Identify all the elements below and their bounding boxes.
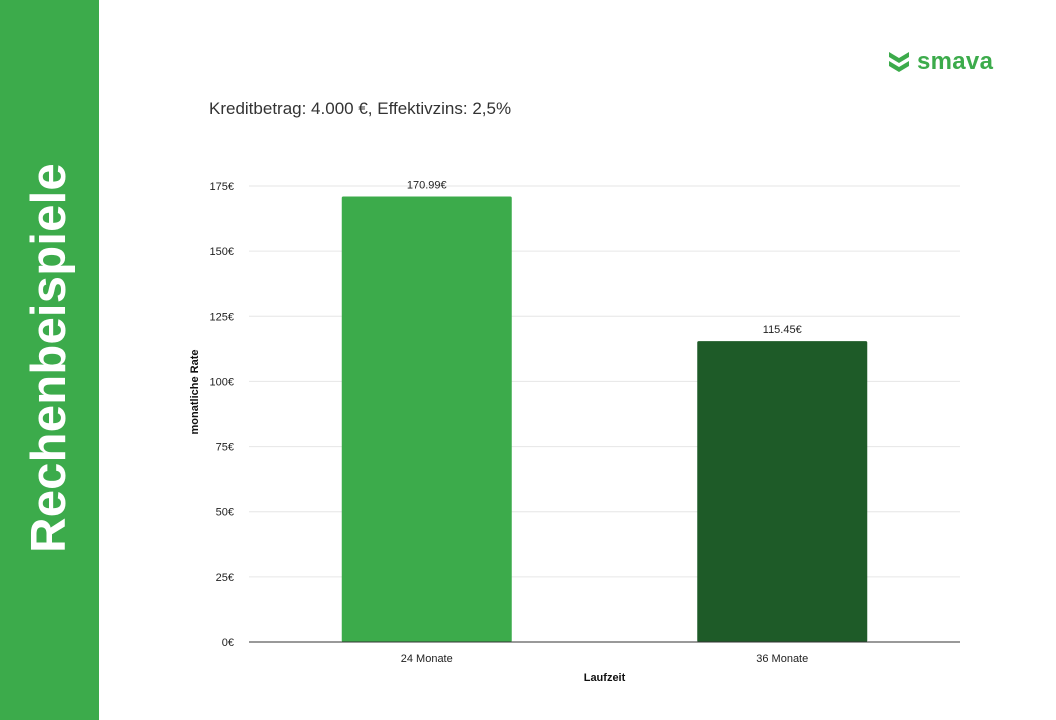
y-axis-title: monatliche Rate: [189, 350, 201, 435]
y-tick-label: 125€: [210, 311, 234, 323]
y-tick-label: 100€: [210, 376, 234, 388]
labels: 0€ 25€ 50€ 75€ 100€ 125€ 150€ 175€ 170.99€ 24 Mon…: [210, 179, 809, 665]
y-tick-label: 50€: [216, 507, 234, 519]
y-tick-label: 75€: [216, 442, 234, 454]
y-tick-label: 25€: [216, 572, 234, 584]
sidebar: Rechenbeispiele: [0, 0, 99, 720]
data-label: 170.99€: [407, 179, 447, 191]
x-axis-title: Laufzeit: [584, 672, 626, 684]
data-label: 115.45€: [763, 324, 802, 336]
chart-title: Kreditbetrag: 4.000 €, Effektivzins: 2,5…: [209, 99, 512, 118]
x-tick-label: 24 Monate: [401, 653, 453, 665]
bar-24-monate: [341, 196, 512, 642]
smava-logo: smava: [888, 48, 993, 76]
logo-text: smava: [917, 48, 994, 75]
bar-36-monate: [697, 341, 868, 642]
y-tick-label: 150€: [210, 246, 234, 258]
bars: [341, 196, 868, 642]
y-tick-label: 175€: [210, 181, 234, 193]
x-tick-label: 36 Monate: [756, 653, 808, 665]
y-tick-label: 0€: [222, 637, 234, 649]
smava-chevron-logo-icon: [889, 52, 909, 72]
